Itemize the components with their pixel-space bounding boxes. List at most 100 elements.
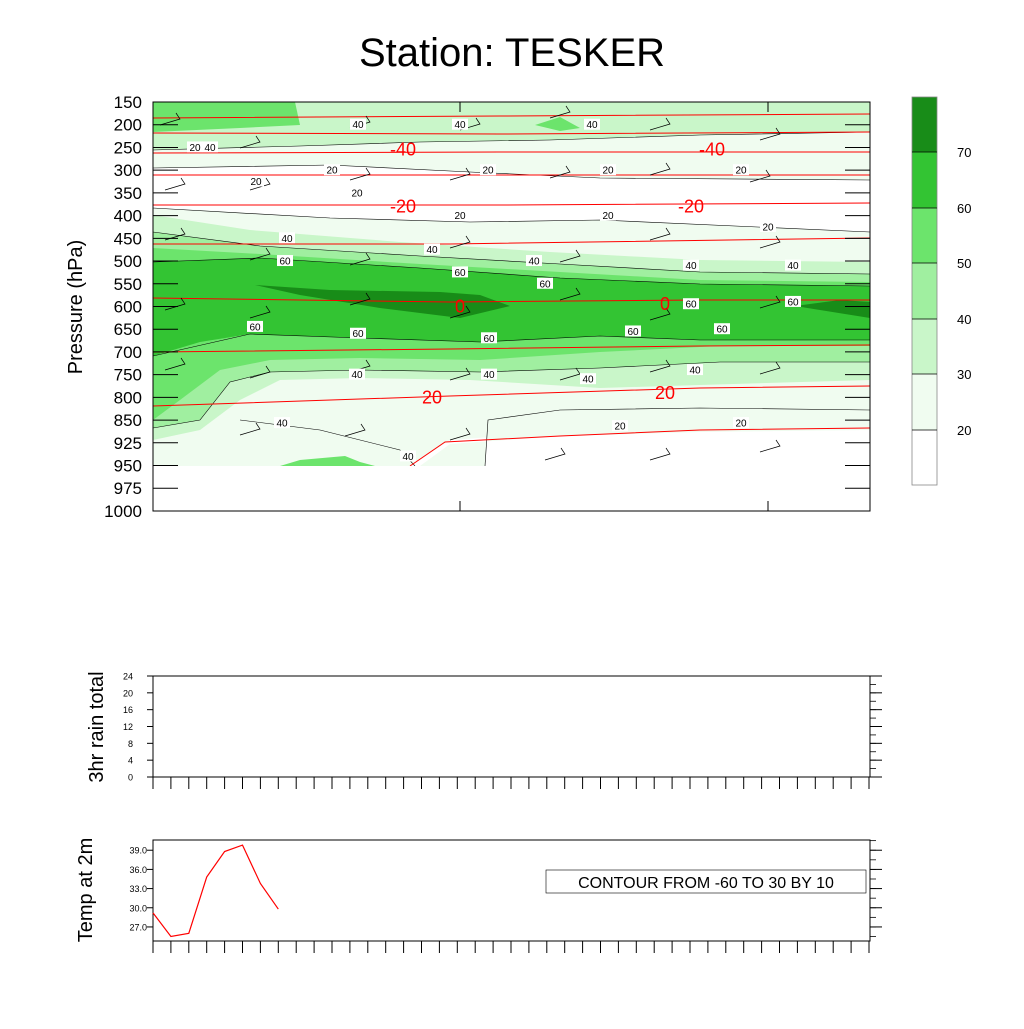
humidity-contour-label: 40: [276, 419, 288, 430]
humidity-contour-label: 60: [787, 297, 799, 308]
colorbar-swatch-70-plus: [912, 97, 937, 152]
humidity-label-bg: [733, 164, 749, 176]
contour-annotation: CONTOUR FROM -60 TO 30 BY 10: [578, 875, 834, 892]
y-tick-label: 750: [114, 366, 142, 385]
temperature-line: [152, 844, 279, 938]
humidity-contour-label: 20: [735, 419, 747, 430]
humidity-label-bg: [247, 320, 263, 332]
humidity-label-bg: [600, 209, 616, 221]
y-tick-label: 1000: [104, 502, 142, 521]
humidity-label-bg: [785, 259, 801, 271]
humidity-contour-label: 20: [351, 188, 363, 199]
rain-y-tick-label: 24: [123, 672, 133, 682]
humidity-contour-label: 20: [326, 166, 338, 177]
humidity-contour-label: 60: [685, 300, 697, 311]
rain-y-tick-label: 4: [128, 756, 133, 766]
humidity-label-bg: [580, 373, 596, 385]
colorbar-swatch-below-20: [912, 430, 937, 485]
humidity-contour-label: 40: [426, 245, 438, 256]
temperature-contour-label: -20: [390, 197, 416, 217]
humidity-label-bg: [600, 164, 616, 176]
temperature-contour-label: 0: [455, 296, 465, 316]
humidity-contour-label: 40: [454, 120, 466, 131]
y-tick-label: 850: [114, 411, 142, 430]
humidity-label-bg: [350, 118, 366, 130]
humidity-label-bg: [277, 255, 293, 267]
humidity-contour-label: 40: [689, 366, 701, 377]
humidity-contour-label: 60: [352, 329, 364, 340]
humidity-contour-label: 20: [762, 222, 774, 233]
humidity-label-bg: [452, 118, 468, 130]
humidity-label-bg: [683, 259, 699, 271]
temperature-contour-label: -20: [678, 197, 704, 217]
top-y-axis-label: Pressure (hPa): [65, 240, 87, 375]
humidity-label-bg: [279, 232, 295, 244]
humidity-contour-label: 20: [614, 422, 626, 433]
y-tick-label: 450: [114, 229, 142, 248]
y-tick-label: 950: [114, 457, 142, 476]
y-tick-label: 200: [114, 116, 142, 135]
temperature-contour-labels: -40 -40 -20 -20 0 0 20 20: [390, 140, 725, 408]
humidity-label-bg: [537, 277, 553, 289]
colorbar-label: 40: [957, 312, 971, 327]
temperature-contour-label: -40: [390, 140, 416, 160]
y-tick-label: 800: [114, 388, 142, 407]
y-tick-label: 400: [114, 207, 142, 226]
humidity-label-bg: [526, 255, 542, 267]
humidity-label-bg: [625, 325, 641, 337]
temperature-contour-label: 20: [655, 383, 675, 403]
temp-y-tick-label: 33.0: [129, 884, 147, 894]
humidity-label-bg: [584, 118, 600, 130]
y-tick-label: 925: [114, 434, 142, 453]
colorbar-label: 20: [957, 423, 971, 438]
rain-panel: 0 4 8 12 16 20 24 3hr rain total: [86, 671, 882, 789]
humidity-contour-label: 60: [279, 257, 291, 268]
temperature-series: [152, 844, 279, 938]
rain-y-axis: 0 4 8 12 16 20 24: [123, 672, 882, 783]
shade-white-upper: [153, 165, 870, 232]
top-y-axis: 1502002503003504004505005506006507007508…: [104, 93, 870, 521]
colorbar-swatch-30-40: [912, 319, 937, 374]
humidity-contour-label: 40: [204, 143, 216, 154]
colorbar-label: 30: [957, 367, 971, 382]
humidity-label-bg: [481, 368, 497, 380]
shade-white-lower-b: [420, 408, 870, 466]
humidity-label-bg: [274, 417, 290, 429]
humidity-label-bg: [733, 417, 749, 429]
humidity-label-bg: [760, 220, 776, 232]
humidity-contour-label: 40: [351, 370, 363, 381]
colorbar-swatch-20-30: [912, 374, 937, 430]
temperature-y-axis-label: Temp at 2m: [75, 838, 97, 942]
humidity-contour-label: 20: [735, 166, 747, 177]
humidity-label-bg: [400, 450, 416, 462]
humidity-contour-label: 40: [685, 261, 697, 272]
colorbar-label: 60: [957, 201, 971, 216]
temp-y-tick-label: 39.0: [129, 846, 147, 856]
humidity-contour-label: 40: [281, 234, 293, 245]
temperature-panel: 27.0 30.0 33.0 36.0 39.0 CONTOUR FROM -60 TO…: [75, 838, 882, 953]
y-tick-label: 975: [114, 479, 142, 498]
colorbar-swatch-50-60: [912, 208, 937, 263]
colorbar: 20 30 40 50 60 70: [911, 96, 971, 486]
contour-annotation-box: [545, 869, 867, 894]
humidity-label-bg: [785, 295, 801, 307]
y-tick-label: 150: [114, 93, 142, 112]
humidity-label-bg: [350, 327, 366, 339]
humidity-contour-label: 20: [482, 166, 494, 177]
temp-y-tick-label: 36.0: [129, 865, 147, 875]
temp-y-tick-label: 27.0: [129, 922, 147, 932]
humidity-label-bg: [687, 364, 703, 376]
humidity-contour-label: 20: [189, 143, 201, 154]
humidity-contour-label: 60: [249, 322, 261, 333]
humidity-contour-label: 40: [528, 257, 540, 268]
humidity-label-bg: [452, 209, 468, 221]
rain-y-tick-label: 8: [128, 739, 133, 749]
humidity-label-bg: [324, 164, 340, 176]
colorbar-frame: [911, 96, 938, 486]
humidity-contour-label: 40: [352, 120, 364, 131]
humidity-contour-label: 40: [402, 452, 414, 463]
humidity-label-bg: [248, 175, 264, 187]
shade-40-50-upper-b: [535, 117, 580, 131]
